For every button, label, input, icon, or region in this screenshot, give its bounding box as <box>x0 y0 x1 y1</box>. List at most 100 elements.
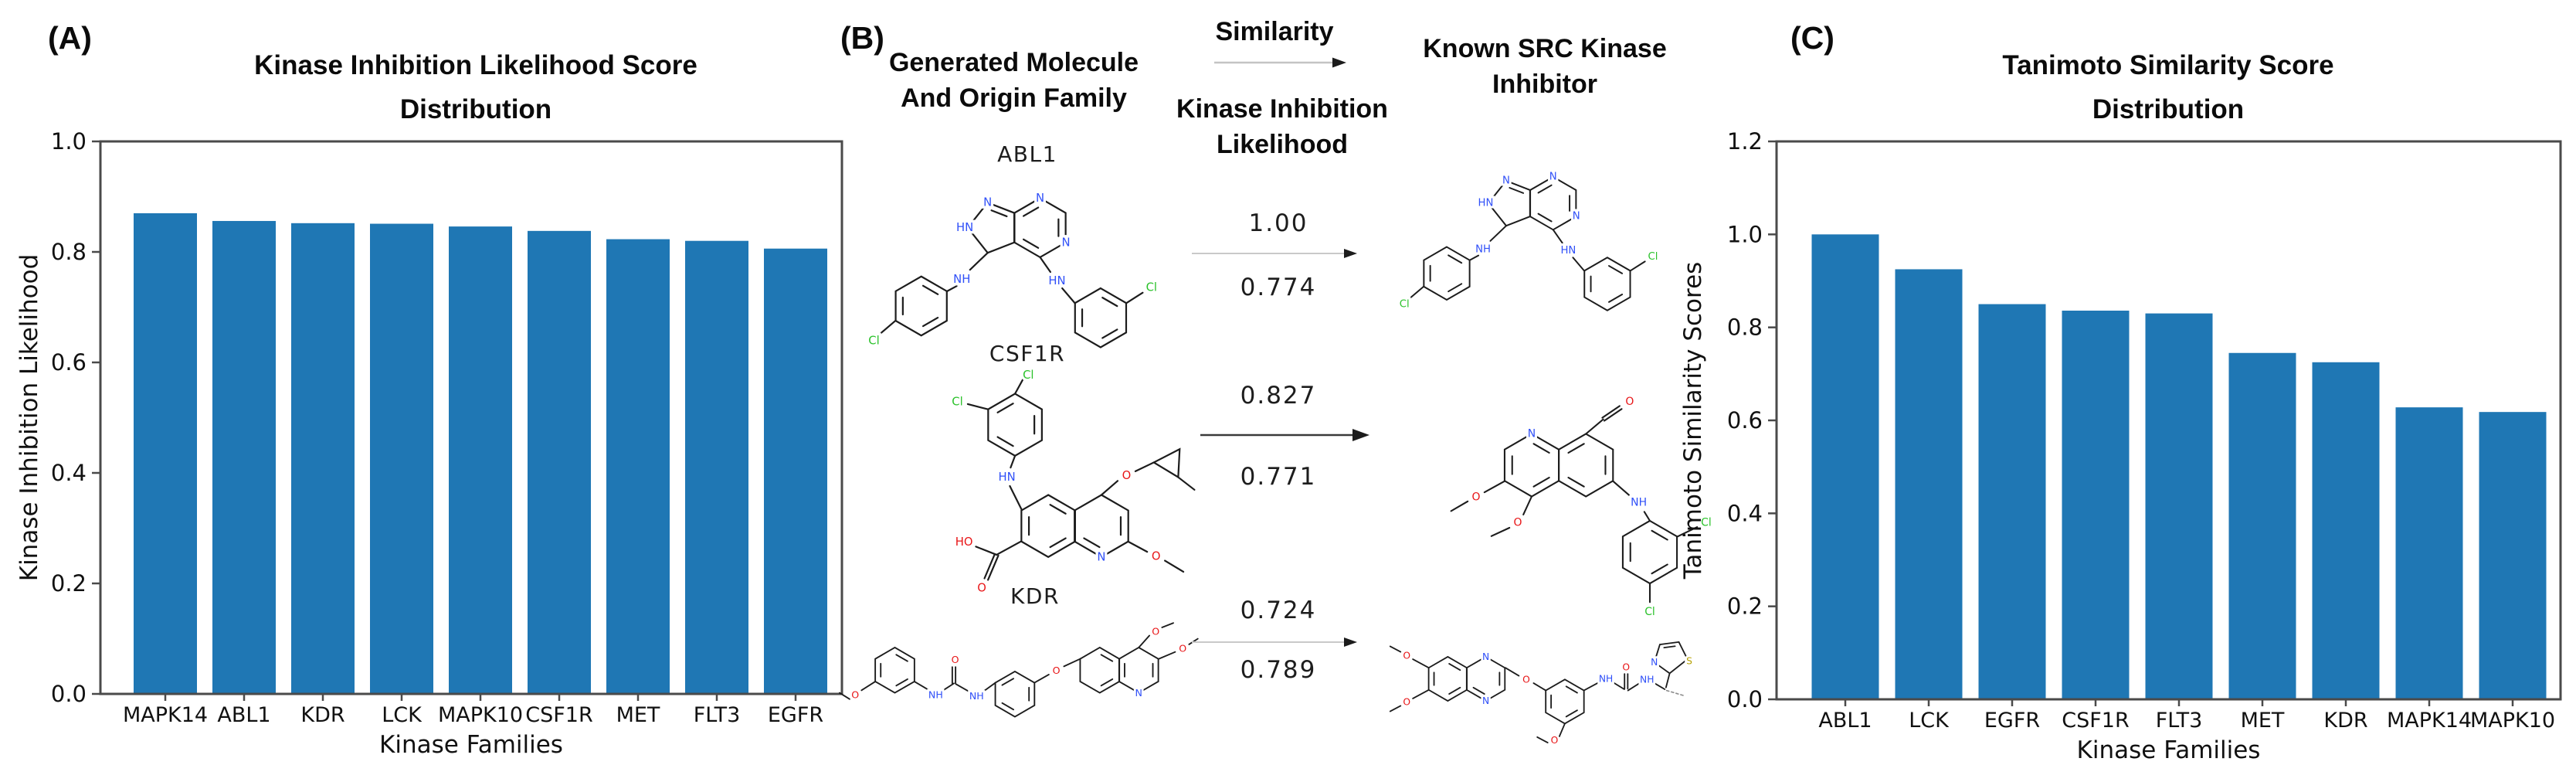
svg-text:N: N <box>1651 657 1658 668</box>
svg-text:O: O <box>1625 396 1634 408</box>
svg-text:Cl: Cl <box>1023 369 1033 382</box>
svg-text:Tanimoto Similarity Scores: Tanimoto Similarity Scores <box>1679 262 1707 580</box>
svg-text:O: O <box>1551 735 1559 746</box>
svg-text:O: O <box>851 689 859 701</box>
svg-text:S: S <box>1686 655 1692 666</box>
svg-text:N: N <box>1549 171 1557 182</box>
svg-text:KDR: KDR <box>2323 709 2367 733</box>
likelihood-value-row2: 0.771 <box>1240 463 1317 491</box>
similarity-value-row2: 0.827 <box>1240 382 1317 410</box>
svg-text:Cl: Cl <box>1648 251 1658 263</box>
svg-text:O: O <box>1122 469 1132 482</box>
generated-molecule-abl1: N N N HN NH HN Cl Cl <box>866 189 1159 350</box>
generated-header-line1: Generated Molecule <box>888 48 1139 77</box>
likelihood-value-row1: 0.774 <box>1240 274 1317 301</box>
similarity-value-row1: 1.00 <box>1248 209 1308 237</box>
svg-text:N: N <box>1502 175 1510 186</box>
panel-c-label: (C) <box>1790 20 1834 56</box>
svg-text:FLT3: FLT3 <box>694 703 741 727</box>
svg-text:0.4: 0.4 <box>1727 500 1763 526</box>
row1-arrow-icon <box>1192 249 1357 258</box>
panel-a-label: (A) <box>48 20 92 56</box>
svg-text:O: O <box>1522 674 1530 685</box>
svg-text:NH: NH <box>1631 497 1647 509</box>
chart-a-title-line1: Kinase Inhibition Likelihood Score <box>254 50 697 80</box>
svg-text:1.0: 1.0 <box>51 128 87 155</box>
svg-text:HN: HN <box>956 221 973 234</box>
svg-text:NH: NH <box>1475 243 1491 255</box>
chart-c-title-line2: Distribution <box>2092 94 2245 124</box>
svg-text:0.4: 0.4 <box>51 460 87 486</box>
svg-text:NH: NH <box>1640 674 1654 685</box>
svg-text:0.8: 0.8 <box>51 239 87 265</box>
svg-text:N: N <box>1573 211 1580 223</box>
svg-text:O: O <box>1514 517 1522 529</box>
svg-text:O: O <box>1403 650 1410 661</box>
svg-text:0.6: 0.6 <box>51 349 87 376</box>
svg-text:HN: HN <box>998 471 1015 484</box>
svg-text:MET: MET <box>2241 709 2285 733</box>
svg-text:Cl: Cl <box>1400 298 1410 310</box>
svg-text:O: O <box>977 581 986 594</box>
svg-text:HN: HN <box>1048 274 1065 287</box>
likelihood-header-line1: Kinase Inhibition <box>1176 94 1388 124</box>
known-header-line2: Inhibitor <box>1492 70 1597 99</box>
svg-text:Cl: Cl <box>868 334 879 347</box>
known-header-line1: Known SRC Kinase <box>1423 34 1667 63</box>
family-label-abl1: ABL1 <box>997 141 1057 167</box>
similarity-arrow-icon <box>1214 57 1346 68</box>
svg-text:MAPK10: MAPK10 <box>2470 709 2555 733</box>
generated-molecule-csf1r: Cl Cl HN HO O N O O <box>949 366 1196 597</box>
family-label-kdr: KDR <box>1010 583 1060 609</box>
svg-text:ABL1: ABL1 <box>217 703 270 727</box>
svg-text:N: N <box>1036 192 1044 205</box>
svg-text:O: O <box>1472 491 1481 503</box>
svg-text:0.8: 0.8 <box>1727 314 1763 341</box>
similarity-header: Similarity <box>1215 17 1334 46</box>
svg-text:NH: NH <box>1599 674 1613 685</box>
svg-text:MET: MET <box>616 703 660 727</box>
svg-text:EGFR: EGFR <box>1984 709 2040 733</box>
likelihood-value-row3: 0.789 <box>1240 656 1317 684</box>
svg-text:LCK: LCK <box>382 703 423 727</box>
svg-text:Cl: Cl <box>1644 606 1655 618</box>
svg-text:HN: HN <box>1478 198 1494 209</box>
svg-text:O: O <box>1403 697 1410 708</box>
svg-text:KDR: KDR <box>300 703 344 727</box>
svg-text:EGFR: EGFR <box>768 703 823 727</box>
svg-text:O: O <box>1152 625 1159 637</box>
svg-text:N: N <box>983 196 992 209</box>
svg-text:O: O <box>1053 665 1061 676</box>
known-inhibitor-molecule-row3: O O N N O O NH O NH N S <box>1389 641 1695 748</box>
generated-header-line2: And Origin Family <box>901 83 1127 113</box>
svg-text:0.6: 0.6 <box>1727 407 1763 434</box>
panel-b-label: (B) <box>840 20 884 56</box>
likelihood-header-line2: Likelihood <box>1217 130 1348 159</box>
svg-text:HO: HO <box>955 536 973 549</box>
svg-text:FLT3: FLT3 <box>2156 709 2203 733</box>
svg-text:Kinase Families: Kinase Families <box>2077 736 2261 764</box>
family-label-csf1r: CSF1R <box>989 341 1066 366</box>
chart-c-title: Tanimoto Similarity Score Distribution <box>1821 43 2516 131</box>
svg-text:N: N <box>1061 236 1070 249</box>
svg-text:Cl: Cl <box>952 396 962 409</box>
kinase-inhibition-likelihood-bar-chart: 0.0 0.2 0.4 0.6 0.8 1.0 MAPK14 ABL1 KDR LCK MAPK10… <box>15 128 843 759</box>
svg-text:NH: NH <box>969 690 984 702</box>
svg-text:ABL1: ABL1 <box>1818 709 1872 733</box>
svg-text:MAPK14: MAPK14 <box>123 703 208 727</box>
similarity-value-row3: 0.724 <box>1240 597 1317 624</box>
svg-text:MAPK14: MAPK14 <box>2387 709 2472 733</box>
svg-text:O: O <box>1622 661 1630 672</box>
svg-text:O: O <box>1179 642 1186 654</box>
svg-text:Cl: Cl <box>1146 281 1157 294</box>
svg-text:Kinase Families: Kinase Families <box>379 731 563 759</box>
tanimoto-similarity-bar-chart: 0.0 0.2 0.4 0.6 0.8 1.0 1.2 ABL1 LCK EGFR CSF1R FLT… <box>1679 128 2562 764</box>
svg-text:Kinase Inhibition Likelihood: Kinase Inhibition Likelihood <box>15 254 43 582</box>
svg-text:MAPK10: MAPK10 <box>438 703 523 727</box>
svg-text:Cl: Cl <box>1701 517 1712 529</box>
svg-text:N: N <box>1482 651 1489 662</box>
svg-text:N: N <box>1097 550 1105 563</box>
svg-text:O: O <box>1152 549 1161 563</box>
svg-text:0.0: 0.0 <box>1727 686 1763 712</box>
svg-text:NH: NH <box>928 689 943 701</box>
